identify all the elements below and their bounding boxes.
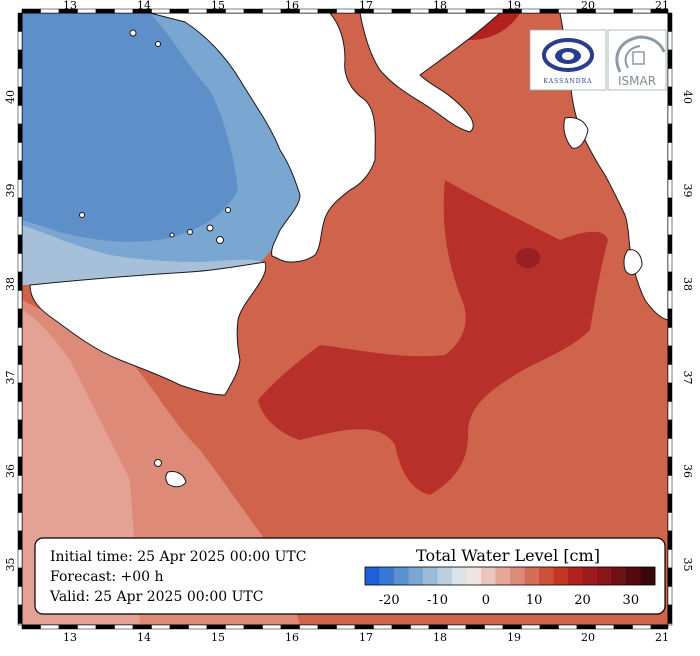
colorbar-tick: 20 [574, 593, 591, 608]
colorbar-swatch [452, 567, 467, 585]
lon-label-bottom: 15 [211, 631, 225, 644]
land-aeolian-4 [216, 236, 224, 244]
lat-label-left: 39 [4, 184, 17, 198]
colorbar-swatch [408, 567, 424, 585]
initial-time-text: Initial time: 25 Apr 2025 00:00 UTC [50, 549, 306, 565]
colorbar-swatch [510, 567, 525, 585]
lon-label-top: 20 [581, 0, 595, 12]
colorbar-swatch [495, 567, 511, 585]
lat-label-right: 37 [681, 371, 694, 385]
colorbar-swatch [466, 567, 482, 585]
colorbar-swatch [539, 567, 554, 585]
lon-label-top: 18 [433, 0, 447, 12]
longitude-labels-top: 13 14 15 16 17 18 19 20 21 [63, 0, 669, 12]
lon-label-top: 17 [359, 0, 373, 12]
lat-label-left: 36 [4, 464, 17, 478]
lon-label-bottom: 21 [655, 631, 669, 644]
colorbar-swatch [611, 567, 627, 585]
lat-label-left: 35 [4, 558, 17, 572]
colorbar-swatch [379, 567, 395, 585]
latitude-labels-left: 40 39 38 37 36 35 [4, 90, 17, 572]
land-aeolian-3 [187, 229, 193, 235]
colorbar-swatch [481, 567, 496, 585]
colorbar-swatch [640, 567, 656, 585]
lon-label-top: 21 [655, 0, 669, 12]
latitude-labels-right: 40 39 38 37 36 35 [681, 90, 694, 572]
colorbar [364, 566, 656, 586]
land-aeolian-5 [169, 232, 175, 238]
ismar-logo-text: ISMAR [618, 74, 656, 88]
colorbar-swatch [394, 567, 409, 585]
lon-label-bottom: 16 [285, 631, 299, 644]
colorbar-swatch [597, 567, 612, 585]
colorbar-swatch [553, 567, 569, 585]
forecast-text: Forecast: +00 h [50, 569, 164, 585]
lon-label-bottom: 13 [63, 631, 77, 644]
colorbar-tick-labels: -20 -10 0 10 20 30 [379, 593, 639, 608]
colorbar-swatch [568, 567, 583, 585]
lon-label-top: 16 [285, 0, 299, 12]
lat-label-right: 38 [681, 277, 694, 291]
lon-label-bottom: 17 [359, 631, 373, 644]
land-sicily [29, 261, 267, 396]
land-kefalonia [623, 249, 643, 276]
land-ustica [79, 212, 85, 218]
land-aeolian-2 [206, 224, 214, 232]
colorbar-tick: 0 [482, 593, 490, 608]
land-ischia [129, 29, 137, 37]
info-legend-panel: Initial time: 25 Apr 2025 00:00 UTC Fore… [34, 537, 666, 615]
lon-label-top: 13 [63, 0, 77, 12]
colorbar-tick: -20 [379, 593, 400, 608]
valid-time-text: Valid: 25 Apr 2025 00:00 UTC [49, 589, 263, 605]
kassandra-logo-text: KASSANDRA [544, 78, 593, 85]
land-capri [155, 41, 161, 47]
colorbar-tick: 30 [623, 593, 640, 608]
lat-label-left: 38 [4, 277, 17, 291]
longitude-labels-bottom: 13 14 15 16 17 18 19 20 21 [63, 631, 669, 644]
ismar-logo: ISMAR [607, 29, 667, 91]
kassandra-logo: KASSANDRA [529, 29, 607, 91]
colorbar-swatch [437, 567, 453, 585]
lat-label-right: 36 [681, 464, 694, 478]
colorbar-swatch [626, 567, 641, 585]
colorbar-tick: 10 [526, 593, 543, 608]
land-aeolian-1 [225, 207, 231, 213]
land-puglia [359, 13, 501, 133]
lon-label-top: 14 [137, 0, 151, 12]
lon-label-bottom: 20 [581, 631, 595, 644]
lat-label-right: 40 [681, 90, 694, 104]
land-gozo [154, 459, 162, 467]
land-malta [165, 471, 187, 488]
lon-label-top: 15 [211, 0, 225, 12]
lat-label-right: 39 [681, 184, 694, 198]
colorbar-tick: -10 [427, 593, 448, 608]
colorbar-swatch [582, 567, 598, 585]
lon-label-top: 19 [507, 0, 521, 12]
map-frame [17, 8, 673, 630]
land-corfu [563, 117, 589, 149]
lon-label-bottom: 19 [507, 631, 521, 644]
lon-label-bottom: 14 [137, 631, 151, 644]
lat-label-right: 35 [681, 558, 694, 572]
land-italy-south [149, 13, 376, 263]
legend-title: Total Water Level [cm] [416, 546, 600, 565]
colorbar-swatch [423, 567, 438, 585]
colorbar-swatch [524, 567, 540, 585]
lat-label-left: 40 [4, 90, 17, 104]
colorbar-swatch [365, 567, 380, 585]
lat-label-left: 37 [4, 371, 17, 385]
lon-label-bottom: 18 [433, 631, 447, 644]
